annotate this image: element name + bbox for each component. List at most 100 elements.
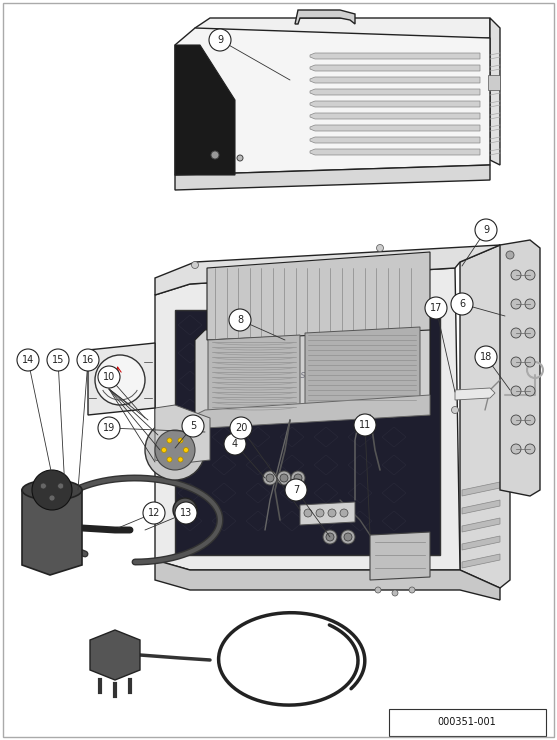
Polygon shape (195, 395, 430, 428)
Text: 18: 18 (480, 352, 492, 362)
Circle shape (95, 355, 145, 405)
Polygon shape (300, 502, 355, 525)
Polygon shape (310, 113, 480, 119)
Text: 9: 9 (217, 35, 223, 45)
Polygon shape (490, 18, 500, 165)
Circle shape (392, 590, 398, 596)
Circle shape (511, 328, 521, 338)
Polygon shape (88, 343, 155, 415)
Circle shape (32, 470, 72, 510)
Circle shape (323, 530, 337, 544)
Text: golfcartpartsdirect: golfcartpartsdirect (233, 425, 337, 435)
Circle shape (409, 587, 415, 593)
Polygon shape (208, 335, 300, 415)
Text: 15: 15 (52, 355, 64, 365)
Circle shape (192, 261, 198, 269)
Circle shape (277, 471, 291, 485)
Polygon shape (175, 165, 490, 190)
Circle shape (377, 244, 384, 252)
Circle shape (511, 386, 521, 396)
Polygon shape (155, 245, 500, 295)
Polygon shape (462, 536, 500, 550)
Polygon shape (500, 240, 540, 496)
Circle shape (285, 479, 307, 501)
Circle shape (58, 483, 63, 489)
Circle shape (291, 471, 305, 485)
Polygon shape (175, 310, 440, 555)
Polygon shape (295, 10, 355, 24)
Polygon shape (462, 482, 500, 496)
Polygon shape (310, 77, 480, 83)
Circle shape (167, 438, 172, 443)
Polygon shape (370, 532, 430, 580)
Polygon shape (310, 137, 480, 143)
Text: 20: 20 (235, 423, 247, 433)
Circle shape (304, 509, 312, 517)
Text: 14: 14 (22, 355, 34, 365)
Polygon shape (310, 125, 480, 131)
Circle shape (162, 448, 167, 452)
Polygon shape (310, 65, 480, 71)
Circle shape (143, 502, 165, 524)
Circle shape (211, 151, 219, 159)
Polygon shape (310, 149, 480, 155)
Circle shape (178, 457, 183, 462)
Circle shape (155, 430, 195, 470)
Circle shape (224, 433, 246, 455)
Circle shape (525, 444, 535, 454)
Circle shape (145, 420, 205, 480)
Circle shape (173, 498, 197, 522)
Polygon shape (175, 45, 235, 175)
Circle shape (525, 415, 535, 425)
Circle shape (98, 366, 120, 388)
Circle shape (178, 503, 192, 517)
Circle shape (341, 530, 355, 544)
Polygon shape (195, 318, 430, 425)
Circle shape (17, 349, 39, 371)
Circle shape (237, 155, 243, 161)
Text: 13: 13 (180, 508, 192, 518)
Circle shape (183, 448, 188, 452)
Circle shape (451, 293, 473, 315)
Text: 17: 17 (430, 303, 442, 313)
Text: 10: 10 (103, 372, 115, 382)
Circle shape (294, 474, 302, 482)
Circle shape (316, 509, 324, 517)
Text: 16: 16 (82, 355, 94, 365)
Circle shape (98, 417, 120, 439)
Circle shape (344, 533, 352, 541)
Circle shape (49, 495, 55, 501)
Polygon shape (155, 560, 500, 600)
Polygon shape (310, 89, 480, 95)
Circle shape (40, 483, 46, 489)
Text: 6: 6 (459, 299, 465, 309)
Circle shape (475, 219, 497, 241)
Circle shape (47, 349, 69, 371)
Text: 7: 7 (293, 485, 299, 495)
Circle shape (525, 328, 535, 338)
Circle shape (209, 29, 231, 51)
Circle shape (511, 357, 521, 367)
Polygon shape (488, 75, 500, 90)
Text: 000351-001: 000351-001 (438, 717, 496, 727)
Polygon shape (460, 245, 510, 588)
Circle shape (525, 299, 535, 309)
Ellipse shape (22, 480, 82, 500)
Circle shape (182, 415, 204, 437)
Polygon shape (462, 500, 500, 514)
Circle shape (354, 414, 376, 436)
Polygon shape (175, 28, 490, 175)
Text: 8: 8 (237, 315, 243, 325)
Circle shape (326, 533, 334, 541)
Circle shape (229, 309, 251, 331)
Circle shape (425, 297, 447, 319)
Circle shape (525, 270, 535, 280)
Circle shape (266, 474, 274, 482)
Circle shape (511, 270, 521, 280)
Circle shape (77, 349, 99, 371)
Text: Lester: Lester (290, 370, 320, 380)
Text: 11: 11 (359, 420, 371, 430)
Circle shape (230, 417, 252, 439)
Circle shape (525, 386, 535, 396)
Circle shape (375, 587, 381, 593)
